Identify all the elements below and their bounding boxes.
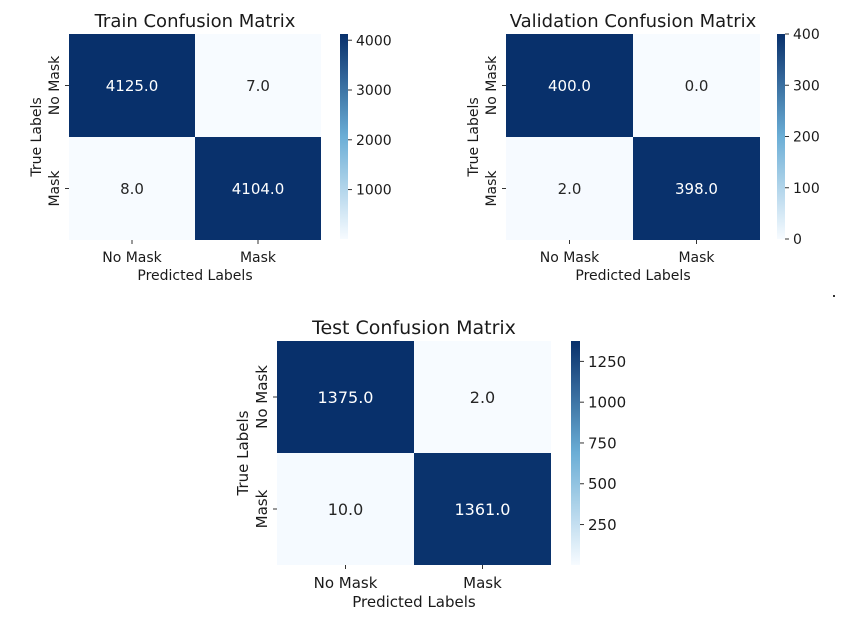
train-colorbar (340, 34, 348, 239)
train-x-tick-label: No Mask (102, 250, 162, 266)
validation-colorbar-tick-label: 400 (793, 27, 820, 43)
test-x-tick-label: Mask (463, 574, 502, 592)
test-cell-r0-c0 (277, 341, 414, 453)
train-cell-label-r0-c0: 4125.0 (106, 77, 159, 95)
validation-colorbar-tick-label: 200 (793, 130, 820, 146)
test-x-tick-label: No Mask (314, 574, 378, 592)
validation-colorbar-tick-label: 300 (793, 78, 820, 94)
validation-cell-r0-c1 (633, 34, 760, 137)
stray-dot (833, 295, 835, 297)
train-cell-label-r0-c1: 7.0 (246, 77, 270, 95)
test-cell-label-r1-c0: 10.0 (328, 500, 364, 519)
train-y-axis-label: True Labels (29, 97, 45, 177)
validation-cell-label-r1-c1: 398.0 (675, 180, 718, 198)
test-confusion-matrix: Test Confusion Matrix 1375.0 2.0 10.0 1361.0… (234, 317, 626, 611)
validation-colorbar-tick-label: 0 (793, 232, 802, 248)
train-y-tick-label: Mask (47, 170, 63, 207)
test-cell-label-r1-c1: 1361.0 (455, 500, 511, 519)
train-colorbar-tick-label: 3000 (356, 83, 392, 99)
train-cell-label-r1-c1: 4104.0 (232, 180, 285, 198)
test-colorbar-tick-label: 1000 (588, 394, 626, 412)
test-colorbar (571, 341, 580, 565)
test-chart-title: Test Confusion Matrix (311, 317, 516, 339)
train-chart-title: Train Confusion Matrix (94, 11, 296, 32)
validation-confusion-matrix: Validation Confusion Matrix 400.0 0.0 2.0 39… (466, 11, 820, 284)
validation-cell-r0-c0 (506, 34, 633, 137)
validation-cell-label-r0-c0: 400.0 (548, 77, 591, 95)
train-cell-r1-c1 (195, 137, 321, 240)
test-colorbar-tick-label: 750 (588, 434, 617, 452)
validation-cell-r1-c0 (506, 137, 633, 240)
validation-y-axis-label: True Labels (466, 97, 482, 177)
test-x-axis-label: Predicted Labels (352, 593, 476, 611)
test-cell-r0-c1 (414, 341, 551, 453)
train-cell-r1-c0 (69, 137, 195, 240)
train-colorbar-tick-label: 4000 (356, 33, 392, 49)
train-x-axis-label: Predicted Labels (137, 268, 252, 284)
validation-cell-r1-c1 (633, 137, 760, 240)
train-colorbar-tick-label: 2000 (356, 133, 392, 149)
validation-y-tick-label: No Mask (484, 55, 500, 115)
test-y-tick-label: Mask (253, 489, 271, 528)
train-y-tick-label: No Mask (47, 55, 63, 115)
validation-colorbar-tick-label: 100 (793, 181, 820, 197)
test-colorbar-tick-label: 250 (588, 516, 617, 534)
validation-cell-label-r1-c0: 2.0 (558, 180, 582, 198)
train-x-tick-label: Mask (240, 250, 277, 266)
validation-x-tick-label: No Mask (540, 250, 600, 266)
test-cell-r1-c1 (414, 453, 551, 565)
test-cell-r1-c0 (277, 453, 414, 565)
validation-cell-label-r0-c1: 0.0 (685, 77, 709, 95)
test-colorbar-tick-label: 500 (588, 475, 617, 493)
validation-x-tick-label: Mask (678, 250, 715, 266)
test-y-tick-label: No Mask (253, 365, 271, 429)
train-cell-r0-c1 (195, 34, 321, 137)
validation-colorbar (777, 34, 785, 239)
test-cell-label-r0-c1: 2.0 (470, 388, 495, 407)
test-y-axis-label: True Labels (234, 410, 252, 496)
train-confusion-matrix: Train Confusion Matrix 4125.0 7.0 8.0 4104.0… (29, 11, 392, 284)
train-cell-label-r1-c0: 8.0 (120, 180, 144, 198)
test-colorbar-tick-label: 1250 (588, 353, 626, 371)
train-colorbar-tick-label: 1000 (356, 183, 392, 199)
train-cell-r0-c0 (69, 34, 195, 137)
test-cell-label-r0-c0: 1375.0 (318, 388, 374, 407)
validation-chart-title: Validation Confusion Matrix (510, 11, 757, 32)
validation-x-axis-label: Predicted Labels (575, 268, 690, 284)
validation-y-tick-label: Mask (484, 170, 500, 207)
